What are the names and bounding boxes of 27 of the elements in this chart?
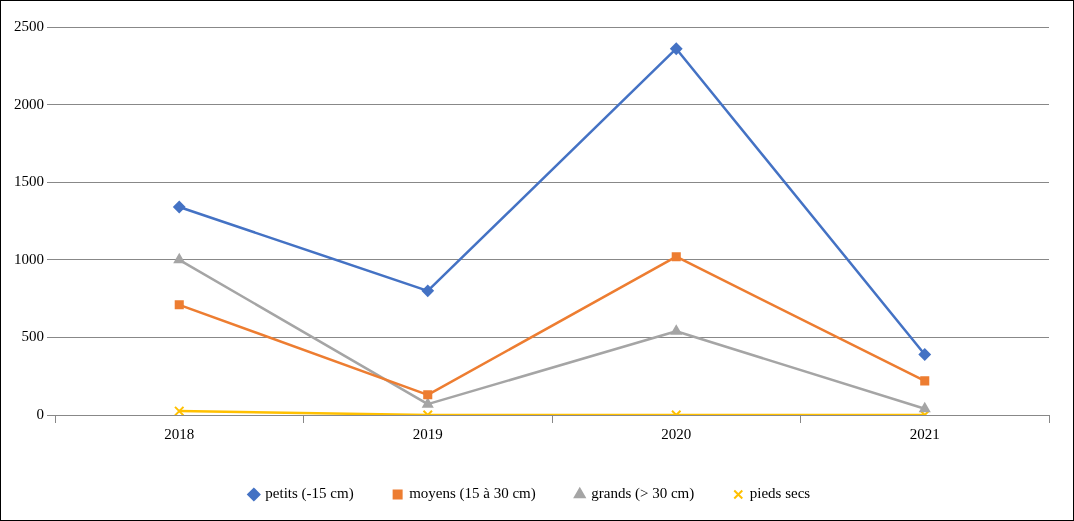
y-tick-label: 1500 bbox=[14, 173, 44, 190]
point bbox=[671, 252, 681, 262]
point bbox=[920, 376, 930, 386]
point bbox=[670, 325, 682, 335]
point bbox=[423, 390, 433, 400]
point bbox=[173, 201, 186, 214]
x-tick-label: 2021 bbox=[909, 425, 940, 442]
legend-label: moyens (15 à 30 cm) bbox=[409, 485, 536, 503]
point bbox=[421, 284, 434, 297]
y-tick-label: 1000 bbox=[14, 250, 44, 267]
point bbox=[174, 300, 184, 310]
point bbox=[918, 348, 931, 361]
y-tick-label: 0 bbox=[36, 405, 44, 422]
x-tick-label: 2018 bbox=[164, 425, 195, 442]
y-tick-label: 500 bbox=[21, 328, 44, 345]
x-tick-label: 2020 bbox=[661, 425, 692, 442]
y-tick-label: 2500 bbox=[14, 17, 44, 34]
legend-label: grands (> 30 cm) bbox=[591, 485, 695, 503]
point bbox=[670, 42, 683, 55]
x-tick-label: 2019 bbox=[412, 425, 443, 442]
legend-label: pieds secs bbox=[749, 485, 811, 502]
y-tick-label: 2000 bbox=[14, 95, 44, 112]
legend-label: petits (-15 cm) bbox=[265, 485, 354, 503]
point bbox=[173, 253, 185, 264]
point bbox=[422, 398, 434, 408]
point bbox=[174, 405, 185, 415]
point bbox=[919, 402, 931, 413]
